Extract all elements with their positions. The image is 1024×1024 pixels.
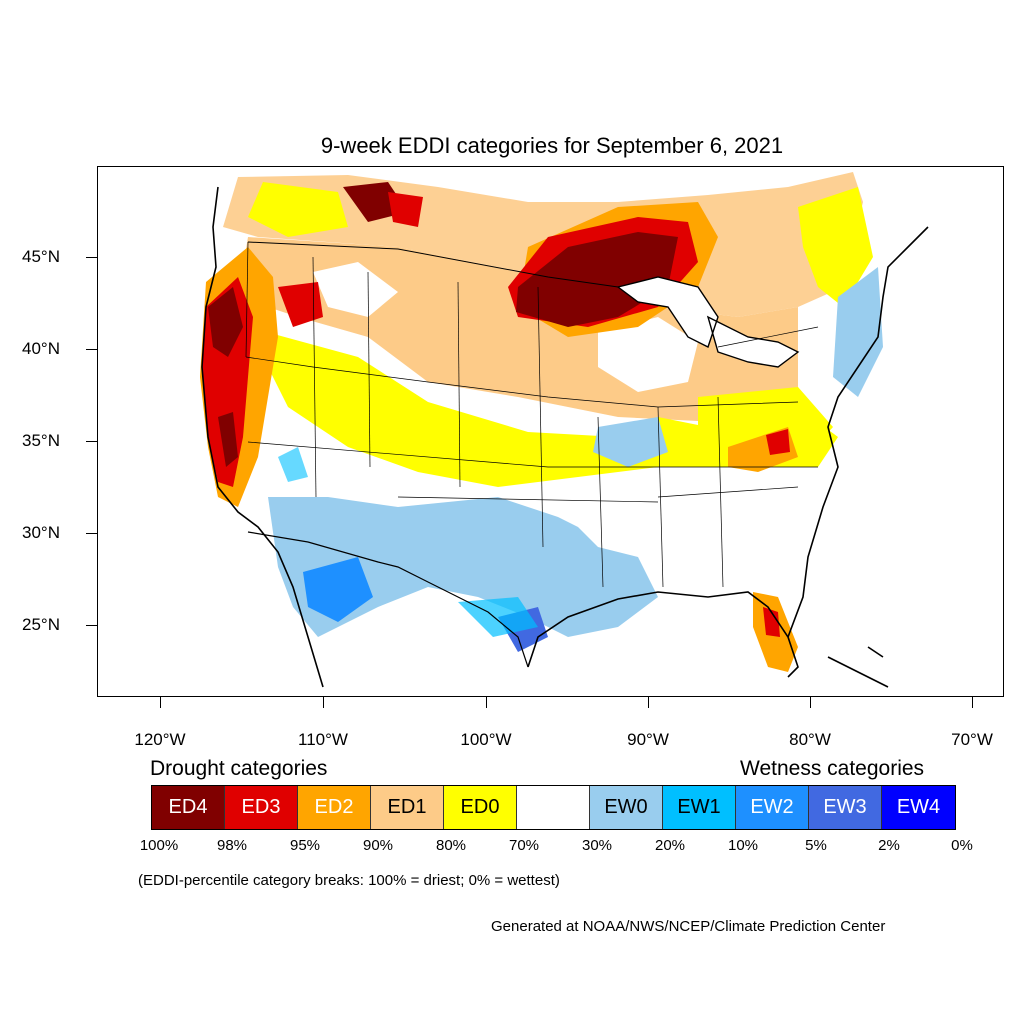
- white-region-nw: [313, 262, 398, 317]
- ed0-region-central: [248, 327, 838, 487]
- mexico-border: [247, 531, 529, 668]
- lat-tick: [86, 349, 97, 350]
- break-label: 95%: [289, 837, 321, 854]
- state-boundaries: [245, 241, 819, 588]
- map-panel: [97, 166, 1004, 697]
- lon-label-90: 90°W: [627, 730, 669, 749]
- lat-tick: [86, 625, 97, 626]
- lat-label-40: 40°N: [22, 339, 60, 358]
- ed0-region-north: [248, 182, 348, 237]
- lon-label-120: 120°W: [134, 730, 186, 749]
- lon-tick: [810, 697, 811, 708]
- break-label: 70%: [508, 837, 540, 854]
- ew2-region-sw: [303, 557, 373, 622]
- white-region-ne: [598, 317, 698, 392]
- ed4-region-umw: [516, 232, 678, 327]
- ew1-region-az: [278, 447, 308, 482]
- lon-tick: [323, 697, 324, 708]
- lat-tick: [86, 441, 97, 442]
- legend-box-ew3: EW3: [809, 786, 882, 829]
- lon-label-100: 100°W: [460, 730, 512, 749]
- caribbean-islands: [827, 646, 889, 688]
- break-label: 30%: [581, 837, 613, 854]
- lon-label-110: 110°W: [298, 730, 348, 749]
- break-label: 98%: [216, 837, 248, 854]
- lon-tick: [160, 697, 161, 708]
- legend-box-ed2: ED2: [298, 786, 371, 829]
- ed3-region-fl: [763, 607, 780, 637]
- ed3-region-north: [388, 192, 423, 227]
- legend-box-ed0: ED0: [444, 786, 517, 829]
- ew0-region-ne: [833, 267, 883, 397]
- lon-label-80: 80°W: [789, 730, 831, 749]
- lon-tick: [648, 697, 649, 708]
- legend-box-ed4: ED4: [152, 786, 225, 829]
- east-coastline: [787, 226, 929, 638]
- lat-tick: [86, 533, 97, 534]
- gulf-coastline: [527, 591, 799, 678]
- lat-tick: [86, 257, 97, 258]
- ed3-region-app: [766, 429, 790, 455]
- canada-border: [247, 241, 619, 288]
- break-label: 10%: [727, 837, 759, 854]
- lon-tick: [486, 697, 487, 708]
- lon-tick: [972, 697, 973, 708]
- break-label: 100%: [139, 837, 179, 854]
- ed0-region-ne: [798, 187, 873, 307]
- lat-label-45: 45°N: [22, 247, 60, 266]
- lat-label-30: 30°N: [22, 523, 60, 542]
- category-note: (EDDI-percentile category breaks: 100% =…: [138, 872, 560, 889]
- eddi-map: [200, 172, 929, 688]
- lat-label-35: 35°N: [22, 431, 60, 450]
- drought-heading: Drought categories: [150, 757, 328, 780]
- lon-label-70: 70°W: [951, 730, 993, 749]
- break-label: 2%: [878, 837, 900, 854]
- ed3-region-nw-interior: [278, 282, 323, 327]
- legend-box-ew4: EW4: [882, 786, 955, 829]
- legend-box-ed1: ED1: [371, 786, 444, 829]
- legend-box-ew0: EW0: [590, 786, 663, 829]
- break-label: 20%: [654, 837, 686, 854]
- lat-label-25: 25°N: [22, 615, 60, 634]
- map-title: 9-week EDDI categories for September 6, …: [320, 133, 784, 158]
- break-label: 90%: [362, 837, 394, 854]
- category-legend: ED4 ED3 ED2 ED1 ED0 EW0 EW1 EW2 EW3 EW4: [151, 785, 956, 830]
- legend-box-ew1: EW1: [663, 786, 736, 829]
- ew0-region-mid: [593, 417, 668, 467]
- break-label: 80%: [435, 837, 467, 854]
- legend-box-ew2: EW2: [736, 786, 809, 829]
- break-label: 5%: [805, 837, 827, 854]
- ed4-region-ca: [218, 412, 238, 467]
- break-label: 0%: [951, 837, 973, 854]
- legend-box-neutral: [517, 786, 590, 829]
- wetness-heading: Wetness categories: [740, 757, 925, 780]
- great-lakes: [616, 276, 800, 368]
- west-coastline: [201, 186, 324, 688]
- credit-text: Generated at NOAA/NWS/NCEP/Climate Predi…: [491, 918, 886, 935]
- ed4-region-west: [208, 287, 243, 357]
- legend-box-ed3: ED3: [225, 786, 298, 829]
